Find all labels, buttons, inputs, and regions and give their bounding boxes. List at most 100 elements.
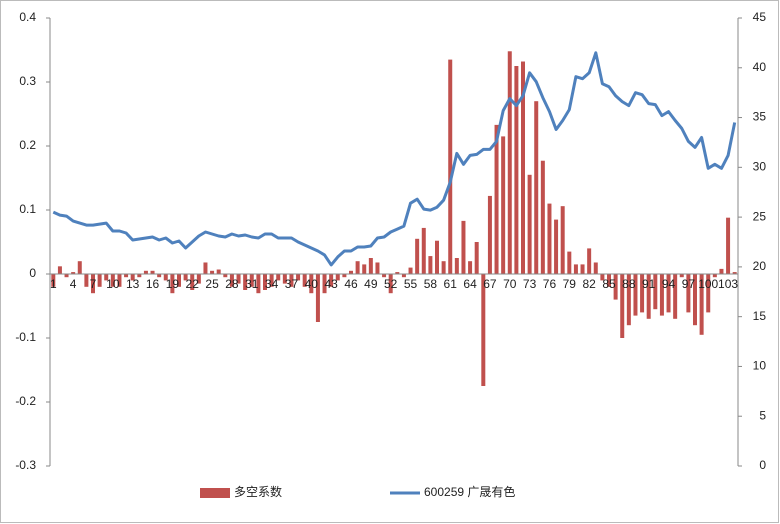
y-tick-label: 0.1 (19, 202, 36, 216)
legend-label: 600259 广晟有色 (424, 485, 515, 499)
x-tick-label: 85 (602, 277, 616, 291)
x-tick-label: 22 (186, 277, 200, 291)
bar (448, 59, 453, 274)
y-tick-label: -0.1 (15, 330, 36, 344)
bar (335, 274, 340, 281)
bar (487, 195, 492, 274)
bar (699, 274, 704, 335)
x-tick-label: 10 (106, 277, 120, 291)
bar (540, 160, 545, 274)
bar (157, 274, 162, 278)
bar (514, 66, 519, 274)
legend-swatch (200, 488, 230, 498)
bar (236, 274, 241, 284)
bar (210, 270, 215, 274)
bar (435, 240, 439, 274)
bar (289, 274, 294, 287)
line (52, 51, 737, 267)
bar (474, 242, 479, 274)
x-tick-label: 67 (483, 277, 497, 291)
bar (679, 274, 684, 278)
bar (719, 268, 724, 274)
bar (243, 274, 248, 290)
bar (177, 274, 181, 287)
bar (368, 258, 373, 274)
bar (256, 274, 261, 294)
bar (143, 270, 148, 274)
x-tick-label: 64 (463, 277, 477, 291)
x-tick-label: 73 (523, 277, 537, 291)
x-tick-label: 94 (662, 277, 676, 291)
x-tick-label: 49 (364, 277, 378, 291)
bar (203, 262, 208, 274)
bar (666, 274, 671, 313)
x-tick-label: 34 (265, 277, 279, 291)
bar (216, 269, 221, 274)
bar (415, 238, 420, 274)
x-tick-label: 61 (444, 277, 458, 291)
bar (626, 274, 631, 326)
bar (342, 274, 347, 278)
bar (97, 274, 102, 287)
x-tick-label: 82 (582, 277, 596, 291)
bar (693, 274, 697, 326)
x-tick-label: 76 (543, 277, 557, 291)
bar (646, 274, 651, 319)
bar (454, 258, 459, 274)
bar (653, 274, 658, 310)
bar (196, 274, 201, 284)
x-tick-label: 55 (404, 277, 418, 291)
x-tick-label: 103 (718, 277, 738, 291)
bar (547, 203, 552, 274)
bar (137, 274, 142, 278)
bar (282, 274, 287, 284)
bar (461, 220, 466, 274)
bar (190, 274, 195, 290)
y2-tick-label: 20 (753, 259, 767, 273)
bar (441, 261, 446, 274)
bar (521, 61, 525, 274)
x-tick-label: 97 (682, 277, 696, 291)
bar (64, 274, 69, 278)
x-tick-label: 31 (245, 277, 259, 291)
bar (57, 266, 62, 274)
bar (263, 274, 267, 290)
bar (408, 267, 413, 274)
x-tick-label: 46 (344, 277, 358, 291)
bar (51, 274, 56, 287)
x-tick-label: 37 (285, 277, 299, 291)
bar (560, 206, 565, 274)
bar (712, 274, 717, 278)
bar (726, 217, 731, 274)
bar (249, 274, 254, 287)
bar (534, 101, 539, 274)
bar (309, 274, 314, 294)
x-tick-label: 13 (126, 277, 140, 291)
bar (401, 274, 406, 278)
legend-label: 多空系数 (234, 484, 282, 499)
x-tick-label: 28 (225, 277, 239, 291)
bar (600, 274, 605, 281)
bar (607, 274, 611, 287)
y-tick-label: -0.3 (15, 458, 36, 472)
bar (382, 274, 387, 278)
bar (613, 274, 618, 300)
bar (620, 274, 625, 338)
bar (362, 264, 367, 274)
y2-tick-label: 0 (759, 458, 766, 472)
bar (481, 274, 486, 386)
bar (183, 274, 188, 281)
bar (395, 272, 400, 274)
bar (567, 251, 572, 274)
bar (554, 219, 559, 274)
bar (276, 274, 281, 281)
bar (507, 51, 512, 274)
x-tick-label: 7 (90, 277, 97, 291)
y2-tick-label: 45 (753, 10, 767, 24)
bar (573, 264, 578, 274)
bar (673, 274, 678, 319)
bar (732, 272, 737, 274)
y2-tick-label: 40 (753, 60, 767, 74)
bar (77, 261, 82, 274)
